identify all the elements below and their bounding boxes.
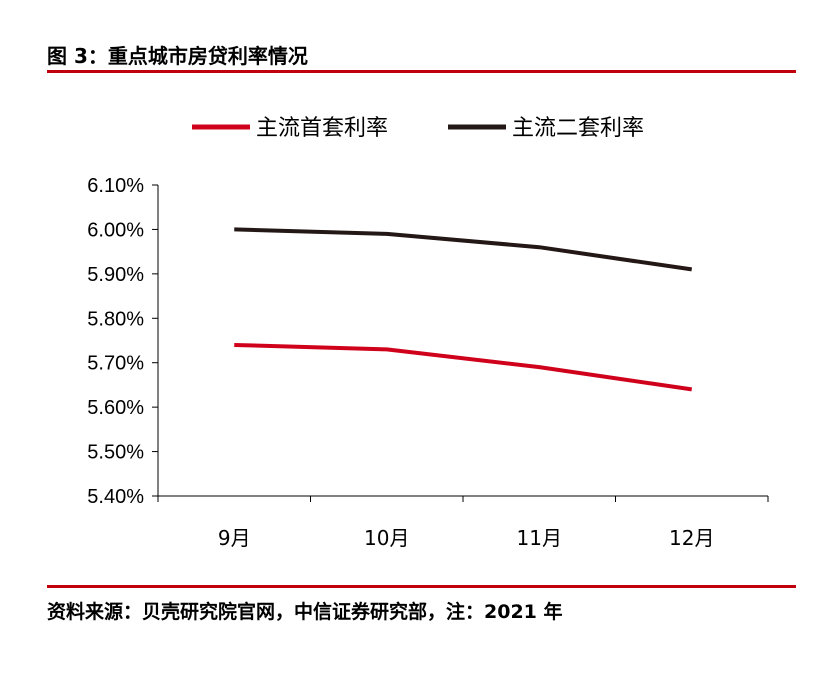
series-line-1 xyxy=(234,342,693,392)
y-tick-label: 5.80% xyxy=(87,308,144,330)
legend-label-2: 主流二套利率 xyxy=(512,116,644,141)
y-tick-label: 5.60% xyxy=(87,397,144,419)
y-tick-label: 5.70% xyxy=(87,353,144,375)
line-chart: 5.40% 5.50% 5.60% 5.70% 5.80% 5.90% 6.00% 6.10%… xyxy=(87,116,769,550)
source-rule xyxy=(47,585,796,588)
y-tick-label: 5.90% xyxy=(87,264,144,286)
y-tick-label: 5.50% xyxy=(87,442,144,464)
y-tick-label: 5.40% xyxy=(87,486,144,508)
x-tick-label: 10月 xyxy=(364,526,409,550)
series-line-2 xyxy=(234,227,693,272)
x-tick-label: 12月 xyxy=(669,526,714,550)
legend-label-1: 主流首套利率 xyxy=(256,116,388,141)
x-tick-label: 11月 xyxy=(517,526,562,550)
figure-title: 图 3：重点城市房贷利率情况 xyxy=(47,44,308,68)
source-note: 资料来源：贝壳研究院官网，中信证券研究部，注：2021 年 xyxy=(47,601,563,623)
x-tick-label: 9月 xyxy=(218,526,251,550)
y-tick-label: 6.10% xyxy=(87,175,144,197)
y-tick-label: 6.00% xyxy=(87,219,144,241)
title-rule xyxy=(47,70,796,73)
